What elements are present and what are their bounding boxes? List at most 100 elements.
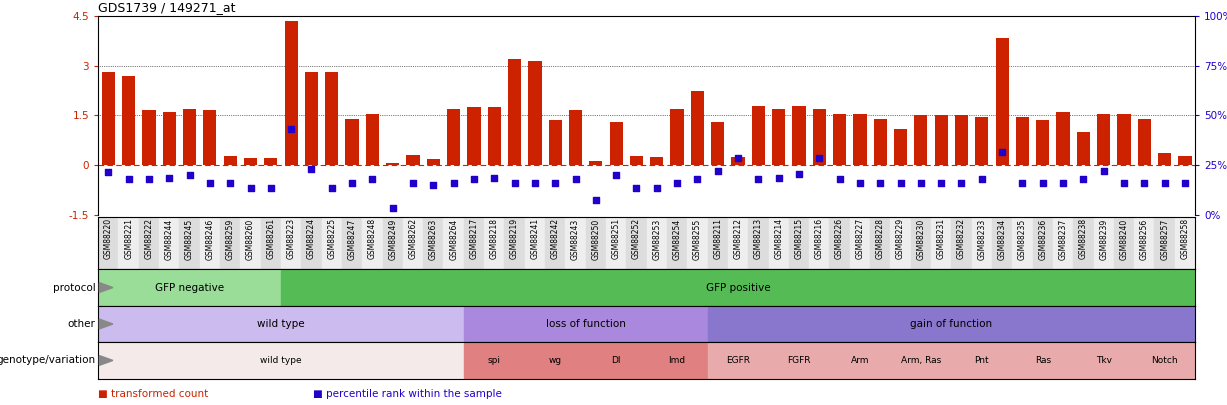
- Text: GSM88234: GSM88234: [998, 218, 1006, 260]
- Point: [1155, 180, 1174, 186]
- Text: GSM88217: GSM88217: [470, 218, 479, 259]
- Text: GSM88261: GSM88261: [266, 218, 275, 259]
- Text: spi: spi: [488, 356, 501, 365]
- Bar: [1053, 217, 1074, 269]
- Bar: [1077, 132, 1090, 165]
- Point: [566, 176, 585, 182]
- Bar: [1097, 114, 1110, 165]
- Bar: [712, 122, 724, 165]
- Bar: [240, 217, 260, 269]
- Text: GSM88213: GSM88213: [753, 218, 763, 259]
- Bar: [487, 107, 501, 165]
- Point: [1093, 167, 1113, 174]
- Bar: [768, 343, 829, 378]
- Bar: [1118, 114, 1130, 165]
- Bar: [1134, 217, 1155, 269]
- Point: [931, 180, 951, 186]
- Bar: [748, 217, 768, 269]
- Text: GSM88260: GSM88260: [245, 218, 255, 260]
- Point: [1012, 180, 1032, 186]
- Point: [810, 155, 829, 161]
- Text: GSM88245: GSM88245: [185, 218, 194, 260]
- Bar: [366, 114, 379, 165]
- Text: GSM88264: GSM88264: [449, 218, 458, 260]
- Text: GSM88249: GSM88249: [388, 218, 398, 260]
- Bar: [650, 158, 664, 165]
- Text: GSM88239: GSM88239: [1099, 218, 1108, 260]
- Bar: [569, 111, 582, 165]
- Text: gain of function: gain of function: [910, 319, 993, 329]
- Text: GFP positive: GFP positive: [706, 283, 771, 292]
- Text: GSM88248: GSM88248: [368, 218, 377, 259]
- Text: GSM88250: GSM88250: [591, 218, 600, 260]
- Bar: [870, 217, 891, 269]
- Bar: [768, 217, 789, 269]
- Point: [98, 169, 118, 175]
- Point: [1033, 180, 1053, 186]
- Bar: [606, 217, 626, 269]
- Point: [464, 176, 483, 182]
- Point: [423, 181, 443, 188]
- Bar: [281, 270, 1195, 305]
- Bar: [443, 217, 464, 269]
- Bar: [525, 217, 545, 269]
- Text: GSM88215: GSM88215: [794, 218, 804, 259]
- Text: GSM88226: GSM88226: [836, 218, 844, 259]
- Point: [139, 176, 158, 182]
- Point: [302, 166, 321, 172]
- Text: GSM88238: GSM88238: [1079, 218, 1088, 259]
- Bar: [504, 217, 525, 269]
- Bar: [160, 217, 179, 269]
- Bar: [894, 129, 907, 165]
- Point: [1135, 180, 1155, 186]
- Bar: [1074, 343, 1134, 378]
- Bar: [447, 109, 460, 165]
- Text: GSM88235: GSM88235: [1018, 218, 1027, 260]
- Bar: [529, 61, 541, 165]
- Bar: [1033, 217, 1053, 269]
- Bar: [204, 111, 216, 165]
- Point: [1114, 180, 1134, 186]
- Text: GSM88225: GSM88225: [328, 218, 336, 259]
- Bar: [98, 343, 464, 378]
- Bar: [179, 217, 200, 269]
- Bar: [467, 107, 481, 165]
- Point: [383, 205, 402, 211]
- Point: [179, 172, 199, 178]
- Bar: [281, 217, 302, 269]
- Point: [627, 185, 647, 192]
- Bar: [220, 217, 240, 269]
- Bar: [687, 217, 708, 269]
- Bar: [406, 155, 420, 165]
- Bar: [731, 157, 745, 165]
- Text: wg: wg: [548, 356, 562, 365]
- Text: Tkv: Tkv: [1096, 356, 1112, 365]
- Bar: [610, 122, 623, 165]
- Bar: [548, 120, 562, 165]
- Text: GSM88244: GSM88244: [164, 218, 174, 260]
- Bar: [342, 217, 362, 269]
- Text: ■ transformed count: ■ transformed count: [98, 389, 209, 399]
- Bar: [139, 217, 160, 269]
- Point: [748, 176, 768, 182]
- Text: GSM88212: GSM88212: [734, 218, 742, 259]
- Text: Arm: Arm: [850, 356, 869, 365]
- Point: [200, 180, 220, 186]
- Text: GSM88233: GSM88233: [977, 218, 987, 260]
- Text: GSM88223: GSM88223: [287, 218, 296, 259]
- Bar: [691, 91, 704, 165]
- Bar: [670, 109, 683, 165]
- Point: [404, 180, 423, 186]
- Text: GSM88229: GSM88229: [896, 218, 906, 259]
- Bar: [244, 158, 258, 165]
- Text: GSM88240: GSM88240: [1119, 218, 1129, 260]
- Text: GSM88242: GSM88242: [551, 218, 560, 259]
- Point: [647, 184, 666, 191]
- Text: GSM88247: GSM88247: [347, 218, 357, 260]
- Text: GSM88230: GSM88230: [917, 218, 925, 260]
- Text: GSM88259: GSM88259: [226, 218, 234, 260]
- Text: Ras: Ras: [1034, 356, 1050, 365]
- Text: other: other: [67, 319, 96, 329]
- Point: [667, 180, 687, 186]
- Point: [910, 180, 930, 186]
